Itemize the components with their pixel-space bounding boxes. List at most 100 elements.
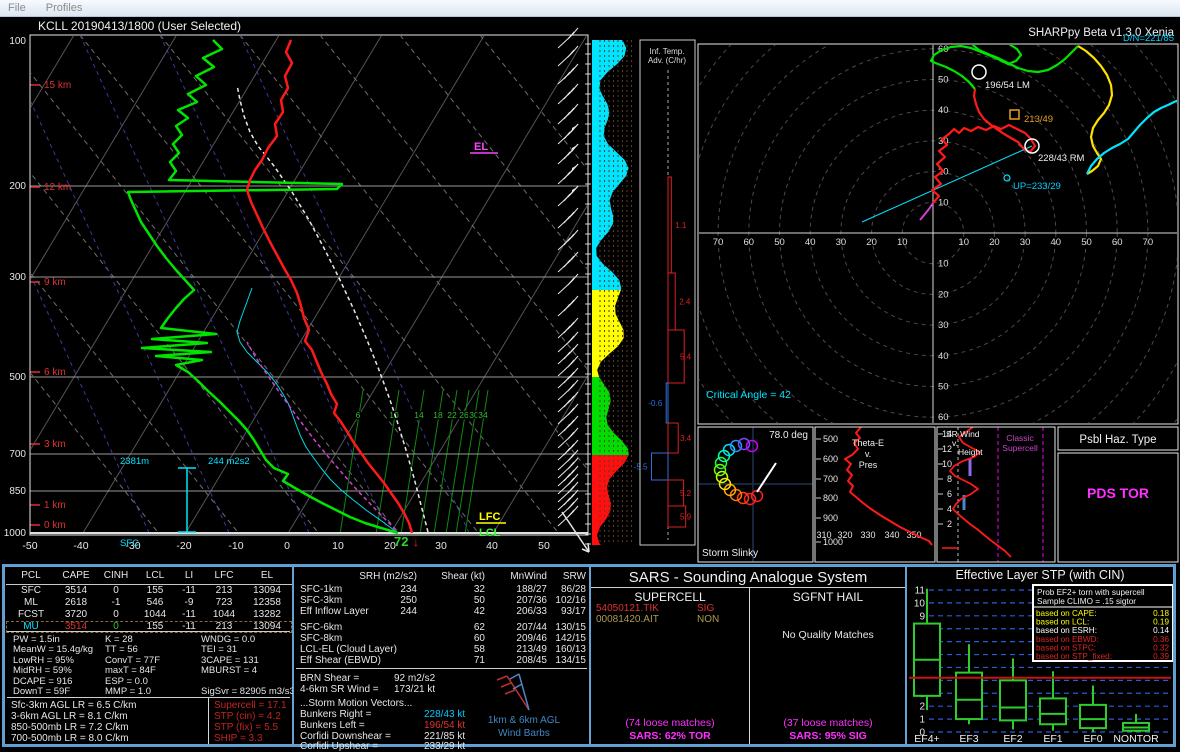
parcel-row-fcst[interactable]: FCST 3720 0 1044 -11 1044 13282	[6, 609, 292, 621]
wind-barb-tick	[567, 359, 575, 368]
critical-angle-label: Critical Angle = 42	[706, 389, 791, 401]
parcel-row-mu[interactable]: MU 3514 0 155 -11 213 13094	[6, 621, 292, 633]
sars-supercell-result: SARS: 62% TOR	[629, 730, 711, 742]
km-label: 0 km	[44, 520, 66, 531]
cell: 71	[473, 655, 485, 666]
temp-axis-label: 40	[486, 540, 498, 552]
mean-wind-marker	[1009, 109, 1020, 120]
sr-wind-46-row: 4-6km SR Wind = 173/21 kt	[300, 684, 586, 695]
advection-value: 5.4	[680, 353, 692, 362]
dry-adiabat-line	[160, 36, 560, 534]
height-label: 2	[947, 519, 952, 529]
range-ring	[699, 45, 1177, 423]
cell: 213	[215, 585, 233, 596]
height-label: 10	[942, 459, 952, 469]
cell: 209/46	[516, 633, 547, 644]
cell: 207/36	[516, 595, 547, 606]
stat-line: 700-500mb LR = 8.0 C/km	[11, 733, 129, 744]
stat-line: DownT = 59F	[13, 686, 71, 698]
wind-barb-tick	[563, 193, 571, 202]
surface-temp-marker-icon: ↓	[413, 535, 419, 549]
warm-advection-bar	[667, 329, 685, 384]
cell: 208/45	[516, 655, 547, 666]
cell: 86/28	[560, 584, 586, 595]
cold-advection-bar	[651, 452, 669, 481]
temp-axis-label: 20	[384, 540, 396, 552]
ef-category-label: EF4+	[914, 733, 939, 744]
effective-inflow-srh: 244 m2s2	[208, 456, 250, 467]
wind-barb-tick	[563, 237, 571, 246]
parcel-row-ml[interactable]: ML 2618 -1 546 -9 723 12358	[6, 597, 292, 609]
lcl-label: LCL	[479, 527, 501, 539]
ring-label: 60	[1112, 237, 1123, 248]
temp-axis-label: 30	[435, 540, 447, 552]
cell: 3720	[64, 609, 88, 620]
slinky-ring	[718, 477, 732, 491]
ring-label: 10	[958, 237, 969, 248]
lfc-label: LFC	[479, 511, 500, 523]
cell: ...Storm Motion Vectors...	[300, 698, 413, 709]
cell: Eff Inflow Layer	[300, 606, 369, 617]
cell: 134/15	[555, 655, 586, 666]
cell: ML	[24, 597, 38, 608]
warm-advection-bar	[667, 176, 672, 274]
barb-caption: 1km & 6km AGL Wind Barbs	[464, 714, 584, 740]
isobar-lines	[30, 185, 588, 534]
wind-barb-icon	[496, 673, 530, 711]
cell: SFC	[21, 585, 41, 596]
wind-barb-tick	[563, 259, 571, 268]
wind-barb-tick	[567, 49, 575, 58]
pressure-label: 200	[9, 181, 26, 192]
mixing-ratio-label: 18	[433, 410, 443, 420]
ef-category-label: EF2	[1003, 733, 1022, 744]
km-label: 6 km	[44, 367, 66, 378]
wind-barb-tick	[563, 399, 571, 408]
mixing-ratio-label: 22	[447, 410, 457, 420]
hodo-trace-6-9km	[1077, 45, 1114, 175]
skewt-border	[29, 34, 589, 536]
divider	[296, 668, 587, 669]
stat-line: K = 28	[105, 634, 133, 645]
cell: 2618	[64, 597, 88, 608]
stat-line: MeanW = 15.4g/kg	[13, 644, 94, 656]
menu-file[interactable]: File	[8, 2, 26, 14]
moist-adiabat-line	[159, 36, 391, 534]
y-tick-label: 2	[919, 702, 925, 713]
ring-label: 30	[836, 237, 847, 248]
cell: 206/33	[516, 606, 547, 617]
isotherm-line	[81, 36, 382, 534]
mixing-ratio-line	[445, 389, 470, 534]
thermo-stats-col1: PW = 1.5in MeanW = 15.4g/kg LowRH = 95% Mid…	[13, 634, 94, 698]
stat-line: TEI = 31	[201, 644, 238, 656]
cell: -11	[182, 585, 196, 596]
sfc-label: SFC	[120, 538, 139, 549]
legend-line2: Sample CLIMO = .15 sigtor	[1037, 597, 1136, 606]
sr-wind-border	[936, 426, 1056, 563]
parcel-row-sfc[interactable]: SFC 3514 0 155 -11 213 13094	[6, 585, 292, 597]
hodo-trace-3-6km	[929, 45, 1079, 90]
cell: 250	[400, 595, 417, 606]
divider	[7, 631, 290, 632]
sars-match-tag: NON	[697, 614, 720, 625]
hodograph: 70 60 50 40 30 20 10 10 20 30 40 50 60 70 10 20 30 40 50 60…	[699, 44, 1177, 423]
height-label: 6	[947, 489, 952, 499]
ef-category-label: EF0	[1083, 733, 1102, 744]
menu-profiles[interactable]: Profiles	[45, 2, 83, 14]
stat-line: STP (fix) = 5.5	[214, 722, 279, 733]
hazard-value: PDS TOR	[1087, 485, 1149, 501]
cell: 58	[473, 644, 485, 655]
cell: 60	[473, 633, 485, 644]
temperature-trace	[245, 39, 414, 534]
updraft-label: UP=233/29	[1013, 181, 1061, 192]
cell: 173/21 kt	[394, 684, 436, 695]
sr-wind-panel: 14 12 10 8 6 4 2	[938, 426, 1044, 562]
cell: 130/15	[555, 622, 586, 633]
dry-adiabat-line	[31, 272, 240, 534]
cell: 0	[113, 585, 119, 596]
cell: Eff Shear (EBWD)	[300, 655, 381, 666]
skewt-grid	[31, 36, 587, 534]
temp-axis-label: 0	[284, 540, 290, 552]
dry-adiabat-line	[31, 372, 160, 534]
pressure-label: 700	[9, 449, 26, 460]
